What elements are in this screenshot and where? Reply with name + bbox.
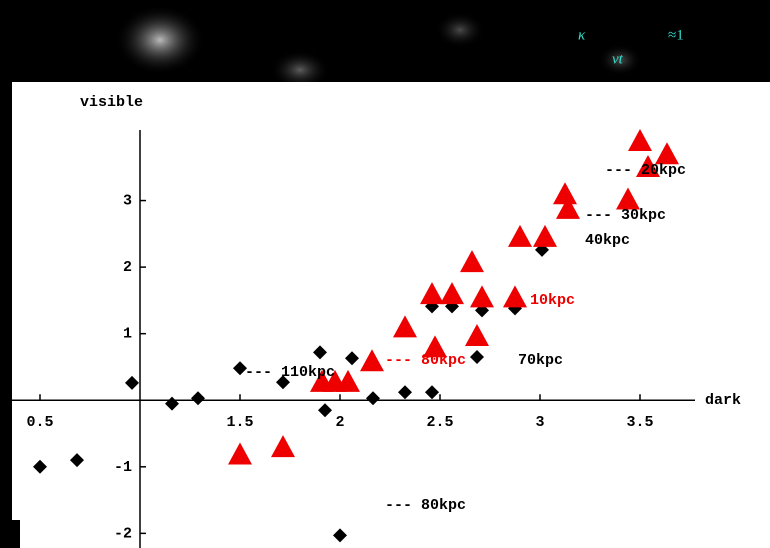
point bbox=[165, 396, 179, 411]
x-tick-label: 3 bbox=[535, 414, 544, 431]
point bbox=[616, 187, 640, 210]
point bbox=[276, 375, 290, 390]
point bbox=[470, 349, 484, 364]
point bbox=[125, 375, 139, 390]
galaxy-blur bbox=[270, 50, 330, 90]
x-axis-label: dark bbox=[705, 392, 741, 409]
x-tick-label: 0.5 bbox=[26, 414, 53, 431]
plot-area bbox=[12, 82, 770, 548]
point bbox=[345, 351, 359, 366]
point bbox=[333, 528, 347, 543]
x-tick-label: 2 bbox=[335, 414, 344, 431]
point bbox=[655, 142, 679, 165]
point bbox=[318, 403, 332, 418]
annotation: 10kpc bbox=[530, 292, 575, 309]
y-axis-label: visible bbox=[80, 94, 143, 111]
point bbox=[271, 435, 295, 458]
annotation: --- 80kpc bbox=[385, 497, 466, 514]
y-tick-label: -2 bbox=[114, 525, 132, 542]
formula-symbol: κ bbox=[578, 27, 586, 43]
galaxy-blur bbox=[598, 44, 642, 76]
annotation: 40kpc bbox=[585, 232, 630, 249]
point bbox=[423, 335, 447, 358]
annotation: --- 110kpc bbox=[245, 364, 335, 381]
y-tick-label: 1 bbox=[123, 326, 132, 343]
galaxy-blur bbox=[115, 5, 205, 75]
y-tick-label: 2 bbox=[123, 259, 132, 276]
point bbox=[503, 285, 527, 308]
annotation: 70kpc bbox=[518, 352, 563, 369]
point bbox=[366, 391, 380, 406]
point bbox=[191, 391, 205, 406]
point bbox=[398, 385, 412, 400]
x-tick-label: 2.5 bbox=[426, 414, 453, 431]
point bbox=[360, 349, 384, 372]
point bbox=[553, 182, 577, 205]
point bbox=[425, 385, 439, 400]
point bbox=[556, 196, 580, 219]
formula-subscript: vt bbox=[612, 51, 624, 67]
x-tick-label: 3.5 bbox=[626, 414, 653, 431]
annotation: --- 80kpc bbox=[385, 352, 466, 369]
formula-relation: ≈1 bbox=[668, 27, 684, 43]
point bbox=[420, 282, 444, 305]
x-tick-label: 1.5 bbox=[226, 414, 253, 431]
point bbox=[33, 459, 47, 474]
point bbox=[636, 154, 660, 177]
point bbox=[393, 315, 417, 338]
corner bbox=[0, 520, 20, 548]
annotation: --- 30kpc bbox=[585, 207, 666, 224]
point bbox=[470, 285, 494, 308]
point bbox=[628, 128, 652, 151]
point bbox=[233, 361, 247, 376]
point bbox=[313, 345, 327, 360]
point bbox=[533, 224, 557, 247]
point bbox=[440, 282, 464, 305]
point bbox=[228, 442, 252, 465]
galaxy-blur bbox=[435, 12, 485, 48]
point bbox=[70, 453, 84, 468]
point bbox=[460, 250, 484, 273]
y-tick-label: -1 bbox=[114, 459, 132, 476]
y-tick-label: 3 bbox=[123, 193, 132, 210]
annotation: --- 20kpc bbox=[605, 162, 686, 179]
point bbox=[336, 369, 360, 392]
point bbox=[465, 324, 489, 347]
point bbox=[508, 224, 532, 247]
